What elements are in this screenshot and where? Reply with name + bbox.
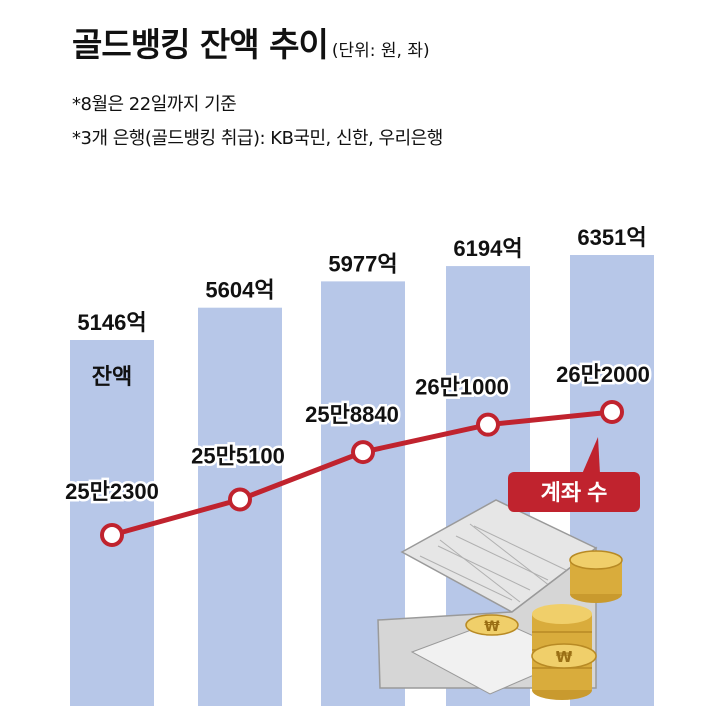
svg-text:₩: ₩ [484, 619, 500, 635]
line-value-label: 25만2300 [65, 479, 159, 504]
line-marker [228, 487, 252, 512]
line-marker [476, 412, 500, 437]
line-series-callout: 계좌 수 [508, 437, 640, 512]
footnote-banks: *3개 은행(골드뱅킹 취급): KB국민, 신한, 우리은행 [72, 128, 443, 149]
bar-value-label: 5604억 [205, 278, 274, 303]
bar-value-label: 5977억 [328, 251, 397, 276]
callout-box [508, 472, 640, 512]
line-value-label: 26만2000 [556, 362, 650, 387]
line-value-label: 25만5100 [191, 443, 285, 468]
bar-series-label: 잔액 [92, 364, 132, 389]
callout-pointer [582, 437, 600, 474]
line-series-label: 계좌 수 [541, 480, 608, 505]
unit-label: (단위: 원, 좌) [331, 41, 430, 61]
line-value-label: 26만1000 [415, 375, 509, 400]
chart-title: 골드뱅킹 잔액 추이 [72, 25, 329, 64]
svg-text:₩: ₩ [556, 648, 573, 666]
bar-value-label: 5146억 [77, 310, 146, 335]
ledger-coins-illustration: ₩ ₩ [377, 499, 623, 700]
bar-value-label: 6351억 [577, 225, 646, 250]
line-marker [100, 523, 124, 547]
chart-title-block: 골드뱅킹 잔액 추이 (단위: 원, 좌) [72, 18, 430, 66]
line-value-label: 25만8840 [305, 402, 399, 427]
bar-value-label: 6194억 [453, 236, 522, 261]
line-marker [600, 400, 624, 424]
footnote-date: *8월은 22일까지 기준 [72, 94, 237, 115]
line-marker [351, 440, 375, 465]
